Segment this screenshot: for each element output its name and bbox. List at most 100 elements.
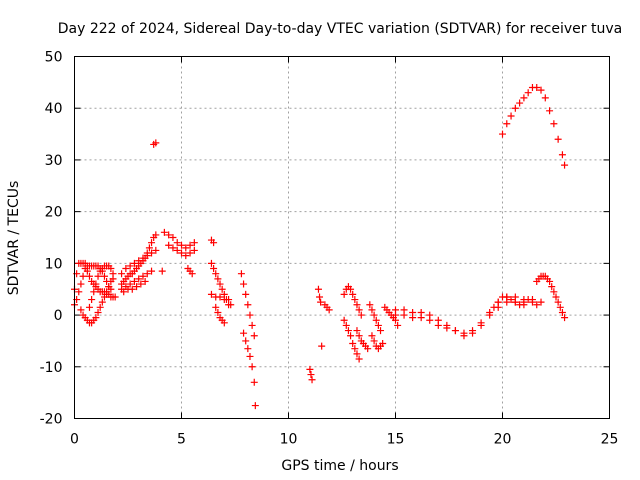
data-point [340, 290, 348, 298]
data-point [552, 293, 560, 301]
data-point [103, 288, 111, 296]
data-point [537, 86, 545, 94]
data-point [524, 296, 532, 304]
data-point [353, 350, 361, 358]
data-point [355, 355, 363, 363]
data-point [165, 241, 173, 249]
series-arc-k [490, 293, 541, 311]
data-point [556, 303, 564, 311]
data-point [85, 303, 93, 311]
data-point [242, 337, 250, 345]
y-tick-label: 40 [45, 101, 63, 117]
data-point [75, 288, 83, 296]
data-points [71, 84, 569, 410]
x-tick-label: 10 [280, 432, 298, 448]
data-point [139, 272, 147, 280]
data-point [135, 257, 143, 265]
data-point [490, 303, 498, 311]
data-point [541, 94, 549, 102]
data-point [145, 244, 153, 252]
series-outlier-1 [150, 139, 160, 148]
series-pts-5 [306, 365, 316, 384]
series-arc-h2 [392, 298, 528, 340]
x-axis-label: GPS time / hours [281, 458, 398, 474]
data-point [94, 308, 102, 316]
data-point [100, 293, 108, 301]
data-point [355, 332, 363, 340]
data-point [139, 254, 147, 262]
series-arc-d2 [207, 290, 235, 309]
data-point [143, 252, 151, 260]
data-point [128, 285, 136, 293]
series-arc-c [160, 228, 198, 252]
data-point [370, 337, 378, 345]
data-point [212, 270, 220, 278]
data-point [546, 107, 554, 115]
data-point [83, 267, 91, 275]
data-point [366, 301, 374, 309]
data-point [190, 246, 198, 254]
data-point [186, 241, 194, 249]
data-point [368, 332, 376, 340]
data-point [379, 340, 387, 348]
data-point [409, 314, 417, 322]
data-point [90, 288, 98, 296]
data-point [347, 285, 355, 293]
data-point [558, 308, 566, 316]
data-point [141, 277, 149, 285]
y-tick-label: 0 [54, 308, 63, 324]
data-point [216, 280, 224, 288]
data-point [88, 296, 96, 304]
data-point [516, 301, 524, 309]
data-point [307, 371, 315, 379]
data-point [130, 259, 138, 267]
data-point [469, 329, 477, 337]
data-point [520, 94, 528, 102]
data-point [364, 345, 372, 353]
data-point [122, 265, 130, 273]
data-point [210, 239, 218, 247]
data-point [242, 290, 250, 298]
series-pts-4 [207, 236, 218, 247]
series-arc-f3 [353, 327, 372, 353]
series-arc-i [499, 84, 569, 169]
data-point [351, 345, 359, 353]
data-point [107, 265, 115, 273]
data-point [434, 321, 442, 329]
data-point [554, 135, 562, 143]
data-point [216, 293, 224, 301]
y-tick-label: 50 [45, 50, 63, 66]
data-point [507, 296, 515, 304]
series-arc-b4 [120, 277, 149, 296]
data-point [377, 327, 385, 335]
y-tick-labels: -20 -10 0 10 20 30 40 50 [40, 50, 63, 428]
data-point [225, 296, 233, 304]
data-point [550, 120, 558, 128]
data-point [207, 259, 215, 267]
data-point [460, 332, 468, 340]
data-point [133, 283, 141, 291]
data-point [394, 321, 402, 329]
data-point [214, 308, 222, 316]
y-tick-label: -20 [40, 412, 63, 428]
data-point [100, 272, 108, 280]
data-point [516, 99, 524, 107]
data-point [340, 316, 348, 324]
data-point [120, 288, 128, 296]
series-pts-3 [184, 265, 196, 278]
data-point [152, 139, 160, 147]
data-point [511, 298, 519, 306]
data-point [118, 270, 126, 278]
data-point [357, 311, 365, 319]
x-tick-label: 15 [387, 432, 405, 448]
series-pts-6 [314, 285, 326, 350]
data-point [351, 296, 359, 304]
data-point [349, 340, 357, 348]
data-point [178, 249, 185, 257]
data-point [246, 352, 254, 360]
data-point [308, 376, 316, 384]
data-point [77, 306, 85, 314]
data-point [314, 285, 322, 293]
data-point [79, 272, 87, 280]
